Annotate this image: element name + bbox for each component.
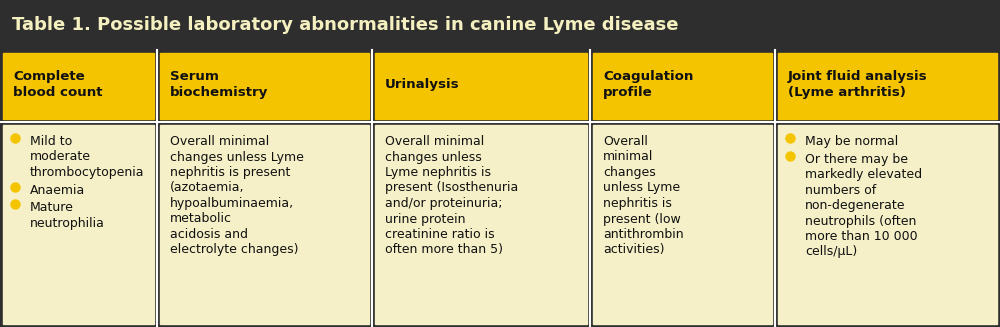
Bar bbox=[3, 125, 154, 324]
Text: Urinalysis: Urinalysis bbox=[385, 78, 460, 91]
Text: Overall minimal
changes unless Lyme
nephritis is present
(azotaemia,
hypoalbumin: Overall minimal changes unless Lyme neph… bbox=[170, 135, 304, 256]
Text: Overall minimal
changes unless
Lyme nephritis is
present (Isosthenuria
and/or pr: Overall minimal changes unless Lyme neph… bbox=[385, 135, 518, 256]
Text: Joint fluid analysis
(Lyme arthritis): Joint fluid analysis (Lyme arthritis) bbox=[788, 70, 928, 99]
Bar bbox=[778, 125, 997, 324]
Bar bbox=[3, 53, 154, 119]
Bar bbox=[160, 53, 369, 119]
Text: Or there may be
markedly elevated
numbers of
non-degenerate
neutrophils (often
m: Or there may be markedly elevated number… bbox=[805, 152, 922, 259]
Bar bbox=[593, 125, 772, 324]
Text: Mature
neutrophilia: Mature neutrophilia bbox=[30, 201, 105, 230]
Text: May be normal: May be normal bbox=[805, 135, 898, 148]
Text: Serum
biochemistry: Serum biochemistry bbox=[170, 70, 268, 99]
Text: Coagulation
profile: Coagulation profile bbox=[603, 70, 693, 99]
Bar bbox=[0, 0, 1000, 50]
Text: Anaemia: Anaemia bbox=[30, 183, 85, 197]
Bar bbox=[160, 125, 369, 324]
Bar bbox=[778, 53, 997, 119]
Bar bbox=[593, 53, 772, 119]
Text: Table 1. Possible laboratory abnormalities in canine Lyme disease: Table 1. Possible laboratory abnormaliti… bbox=[12, 16, 678, 34]
Text: Mild to
moderate
thrombocytopenia: Mild to moderate thrombocytopenia bbox=[30, 135, 144, 179]
Text: Overall
minimal
changes
unless Lyme
nephritis is
present (low
antithrombin
activ: Overall minimal changes unless Lyme neph… bbox=[603, 135, 684, 256]
Bar bbox=[375, 53, 587, 119]
Text: Complete
blood count: Complete blood count bbox=[13, 70, 103, 99]
Bar bbox=[375, 125, 587, 324]
